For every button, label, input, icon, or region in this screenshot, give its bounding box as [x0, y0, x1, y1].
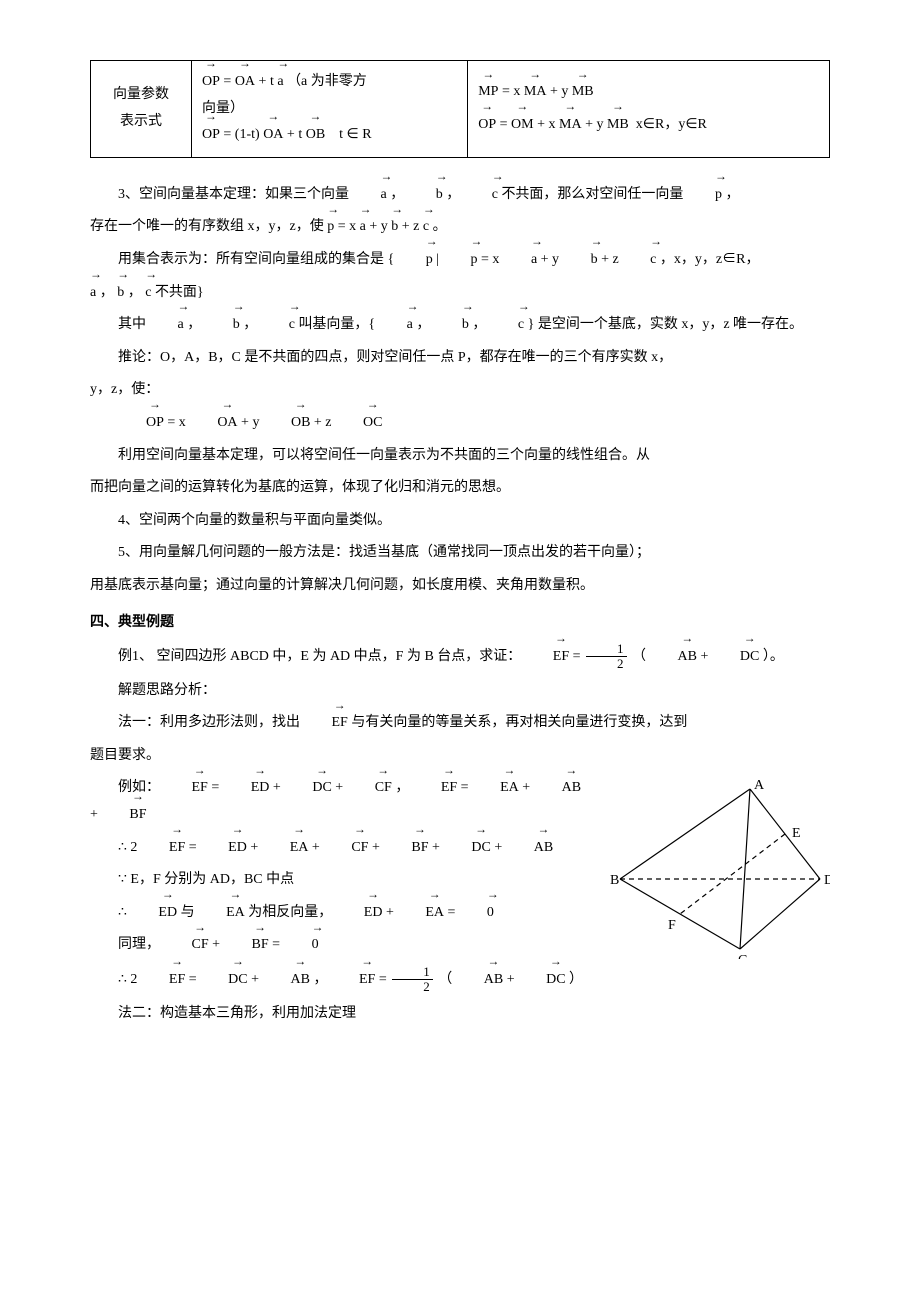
vec-mb: MB: [607, 112, 629, 139]
vec-ma: MA: [559, 112, 582, 139]
svg-text:B: B: [610, 873, 619, 888]
example-1: 例1、 空间四边形 ABCD 中，E 为 AD 中点，F 为 B 台点，求证： …: [90, 642, 830, 672]
geometry-diagram: A B C D E F: [610, 779, 830, 970]
vec-om: OM: [511, 112, 534, 139]
para-7: OP = x OA + y OB + z OC: [90, 410, 830, 437]
vec-oa: OA: [235, 69, 255, 96]
right-cell: MP = x MA + y MB OP = OM + x MA + y MB x…: [468, 61, 830, 158]
vec-a: a: [277, 69, 283, 96]
section-4-title: 四、典型例题: [90, 610, 830, 637]
vec-op: OP: [478, 112, 496, 139]
svg-text:E: E: [792, 826, 801, 841]
vec-op: OP: [202, 122, 220, 149]
para-5: 其中 a ， b ， c 叫基向量，{ a ， b ， c } 是空间一个基底，…: [90, 312, 830, 339]
para-6: 推论：O，A，B，C 是不共面的四点，则对空间任一点 P，都存在唯一的三个有序实…: [90, 345, 830, 372]
para-8b: 而把向量之间的运算转化为基底的运算，体现了化归和消元的思想。: [90, 475, 830, 502]
svg-text:A: A: [754, 779, 765, 793]
para-4: 用集合表示为：所有空间向量组成的集合是 { p | p = x a + y b …: [90, 247, 830, 274]
tetrahedron-svg: A B C D E F: [610, 779, 830, 959]
para-9: 4、空间两个向量的数量积与平面向量类似。: [90, 508, 830, 535]
row-label-cell: 向量参数 表示式: [91, 61, 192, 158]
para-10: 5、用向量解几何问题的一般方法是：找适当基底（通常找同一顶点出发的若干向量）；: [90, 540, 830, 567]
svg-text:D: D: [824, 873, 830, 888]
right-line2: OP = OM + x MA + y MB x∈R，y∈R: [478, 112, 819, 139]
method-2: 法二：构造基本三角形，利用加法定理: [90, 1001, 830, 1028]
vec-oa: OA: [263, 122, 283, 149]
row-label-l2: 表示式: [120, 114, 162, 129]
svg-text:C: C: [738, 953, 747, 959]
para-10b: 用基底表示基向量；通过向量的计算解决几何问题，如长度用模、夹角用数量积。: [90, 573, 830, 600]
table-row: 向量参数 表示式 OP = OA + t a （a 为非零方 向量） OP = …: [91, 61, 830, 158]
mid-cell: OP = OA + t a （a 为非零方 向量） OP = (1-t) OA …: [192, 61, 468, 158]
formula-table: 向量参数 表示式 OP = OA + t a （a 为非零方 向量） OP = …: [90, 60, 830, 158]
para-8: 利用空间向量基本定理，可以将空间任一向量表示为不共面的三个向量的线性组合。从: [90, 443, 830, 470]
para-3: 3、空间向量基本定理：如果三个向量 a ， b ， c 不共面，那么对空间任一向…: [90, 182, 830, 209]
fraction-half: 12: [392, 965, 433, 995]
fraction-half: 12: [586, 642, 627, 672]
row-label-l1: 向量参数: [113, 87, 169, 102]
vec-ob: OB: [306, 122, 325, 149]
method-1: 法一：利用多边形法则，找出 EF 与有关向量的等量关系，再对相关向量进行变换，达…: [90, 710, 830, 737]
mid-line2: 向量）: [202, 96, 457, 123]
mid-line1: OP = OA + t a （a 为非零方: [202, 69, 457, 96]
svg-text:F: F: [668, 918, 676, 933]
analysis-label: 解题思路分析：: [90, 678, 830, 705]
vec-op: OP: [202, 69, 220, 96]
mid-line3: OP = (1-t) OA + t OB t ∈ R: [202, 122, 457, 149]
